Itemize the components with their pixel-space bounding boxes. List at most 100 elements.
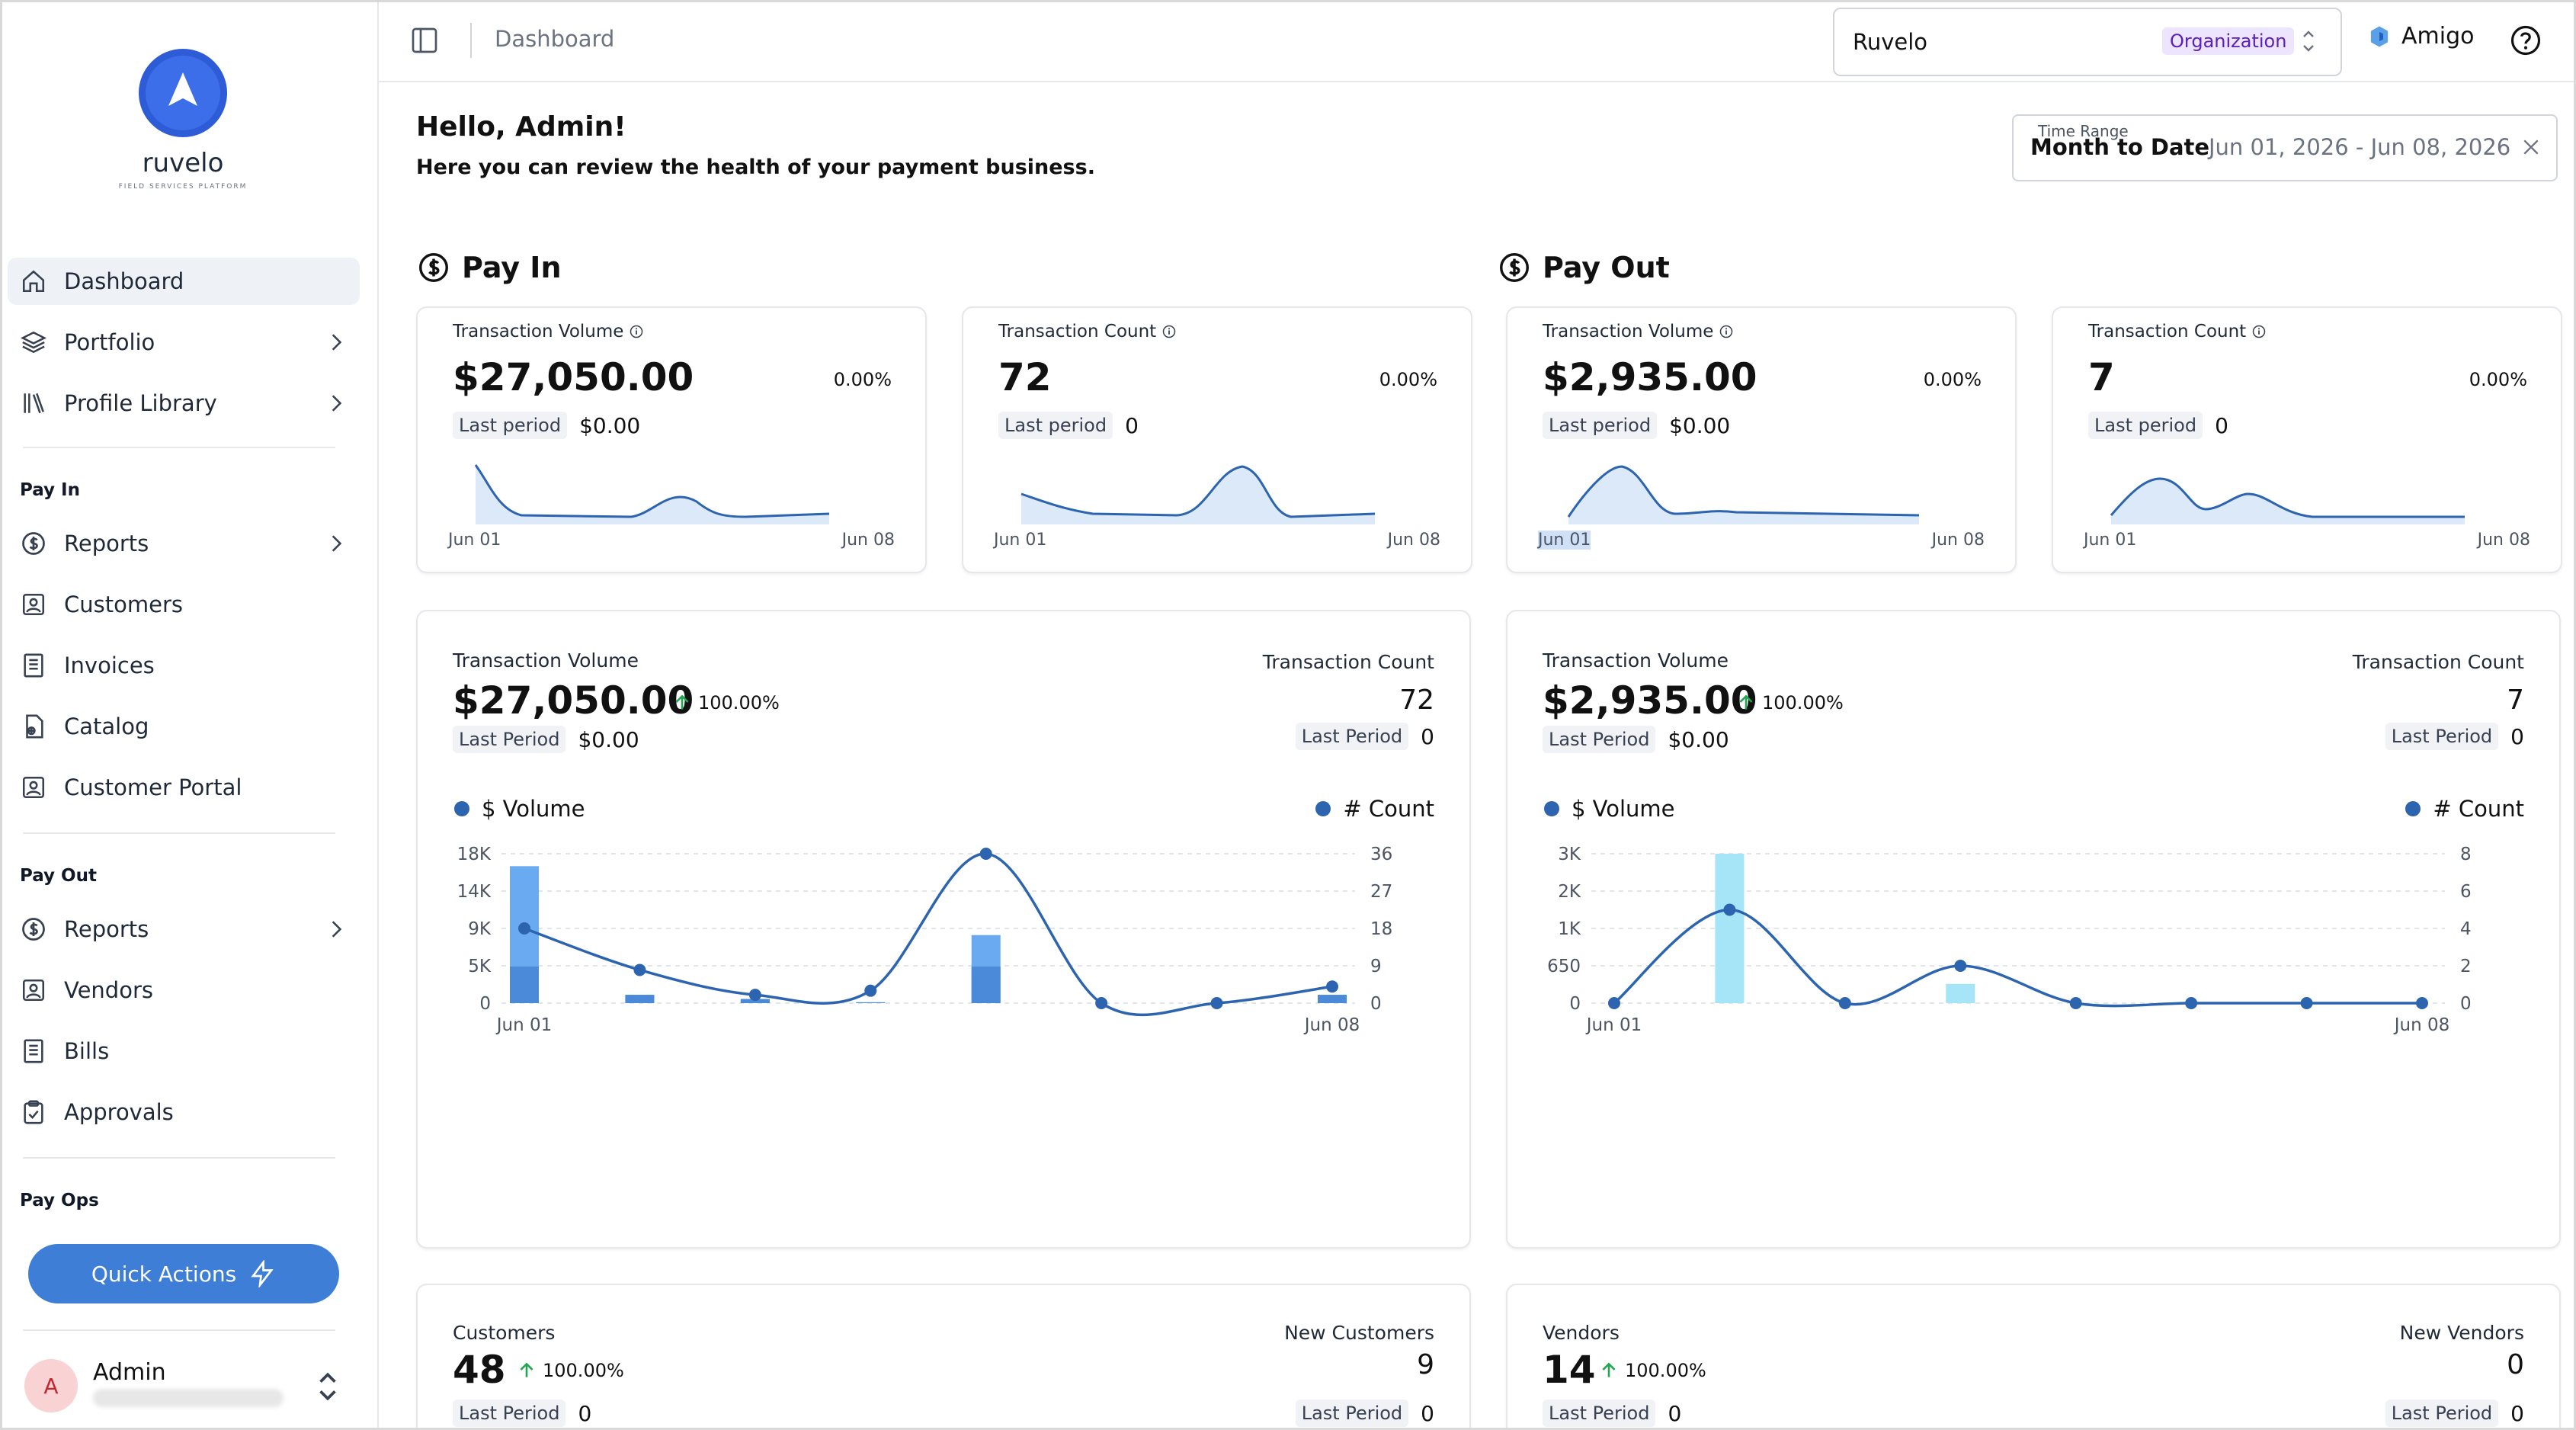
new-vendors-value: 0 [2507, 1349, 2524, 1380]
sidebar-item-label: Dashboard [64, 268, 184, 294]
y-right-tick-label: 36 [1370, 845, 1392, 864]
vendors-title: Vendors [1543, 1322, 1620, 1344]
sidebar-item-customers[interactable]: Customers [8, 581, 360, 628]
overview-volume-title: Transaction Volume [1543, 649, 1729, 672]
y-left-tick-label: 1K [1558, 919, 1581, 939]
close-icon[interactable] [2521, 137, 2541, 157]
arrow-logo-icon [168, 72, 197, 106]
y-right-tick-label: 4 [2460, 919, 2472, 939]
avatar[interactable]: A [24, 1359, 78, 1412]
breadcrumb[interactable]: Dashboard [495, 26, 615, 52]
bar-segment [1318, 995, 1347, 1003]
sidebar-item-catalog[interactable]: Catalog [8, 703, 360, 750]
x-tick-label: Jun 08 [2393, 1015, 2450, 1035]
sidebar-item-bills[interactable]: Bills [8, 1028, 360, 1075]
overview-count-last-period: Last Period 0 [1295, 723, 1434, 750]
metric-last-period: Last period $0.00 [1543, 412, 1730, 439]
organization-select[interactable]: Ruvelo Organization [1833, 8, 2342, 76]
combo-chart-pay-out[interactable]: 0 0 650 2 1K 4 2K 6 3K 8 Jun 01 Jun 08 [1507, 825, 2559, 1035]
quick-actions-button[interactable]: Quick Actions [28, 1244, 339, 1303]
contact-icon [18, 589, 49, 620]
growth-indicator: 100.00% [672, 692, 780, 713]
portal-icon [18, 772, 49, 803]
sidebar-item-profile-library[interactable]: Profile Library [8, 380, 360, 427]
info-icon [1720, 325, 1733, 338]
bar-segment [856, 1002, 886, 1003]
metric-card-payin-count[interactable]: Transaction Count 72 0.00% Last period 0 … [962, 306, 1472, 573]
overview-count-value: 72 [1399, 685, 1434, 716]
sidebar-toggle-icon[interactable] [409, 25, 440, 56]
sparkline-chart [2110, 477, 2465, 524]
legend-count[interactable]: # Count [2405, 796, 2524, 822]
legend-dot [454, 801, 469, 816]
time-range-label: Time Range [2033, 122, 2133, 140]
brand-name: ruvelo [142, 148, 224, 178]
legend-volume[interactable]: $ Volume [454, 796, 585, 822]
sidebar-item-approvals[interactable]: Approvals [8, 1089, 360, 1136]
customers-value: 48 [453, 1348, 506, 1392]
account-switcher[interactable]: Amigo [2368, 23, 2474, 50]
org-name: Ruvelo [1853, 29, 1928, 55]
bar-segment [625, 995, 655, 1003]
y-left-tick-label: 5K [468, 957, 492, 976]
sidebar-item-dashboard[interactable]: Dashboard [8, 258, 360, 305]
bar [1715, 854, 1745, 1003]
sidebar-item-label: Vendors [64, 977, 153, 1003]
metric-value: 7 [2088, 355, 2115, 399]
sidebar-item-payout-reports[interactable]: Reports [8, 906, 360, 953]
layers-icon [18, 327, 49, 358]
time-range-picker[interactable]: Time Range Month to Date Jun 01, 2026 - … [2012, 114, 2558, 181]
sidebar-item-customer-portal[interactable]: Customer Portal [8, 764, 360, 811]
metric-value: 72 [998, 355, 1052, 399]
overview-volume-title: Transaction Volume [453, 649, 639, 672]
chevron-up-down-icon [2303, 30, 2314, 52]
legend-count[interactable]: # Count [1315, 796, 1434, 822]
count-point [2069, 997, 2082, 1009]
legend-volume[interactable]: $ Volume [1544, 796, 1675, 822]
sidebar-item-portfolio[interactable]: Portfolio [8, 319, 360, 366]
metric-title: Transaction Volume [1543, 322, 1733, 341]
help-icon[interactable] [2510, 24, 2542, 56]
brand-tagline: FIELD SERVICES PLATFORM [118, 183, 248, 191]
metric-card-payout-volume[interactable]: Transaction Volume $2,935.00 0.00% Last … [1506, 306, 2017, 573]
quick-actions-label: Quick Actions [91, 1261, 237, 1287]
count-point [518, 922, 530, 935]
sidebar-item-vendors[interactable]: Vendors [8, 967, 360, 1014]
vendors-card: Vendors New Vendors 14 100.00% 0 Last Pe… [1506, 1284, 2561, 1430]
metric-card-payout-count[interactable]: Transaction Count 7 0.00% Last period 0 J… [2052, 306, 2562, 573]
account-name: Amigo [2401, 23, 2475, 50]
time-range-preset: Month to Date [2030, 134, 2210, 160]
contact-icon [18, 975, 49, 1005]
count-point [633, 963, 646, 976]
info-icon [630, 325, 643, 338]
section-heading-pay-ops: Pay Ops [20, 1191, 99, 1210]
count-line [524, 852, 1333, 1017]
y-right-tick-label: 0 [1370, 994, 1382, 1014]
sidebar-item-label: Invoices [64, 652, 155, 678]
sidebar-item-label: Reports [64, 531, 149, 556]
x-tick-label: Jun 01 [495, 1015, 553, 1035]
info-icon [1162, 325, 1176, 338]
sidebar-item-payin-reports[interactable]: Reports [8, 520, 360, 567]
sparkline-chart [474, 464, 830, 524]
sidebar-item-label: Portfolio [64, 329, 155, 355]
sparkline-start-label: Jun 01 [994, 531, 1047, 550]
topbar-separator [470, 23, 472, 58]
chevron-up-down-icon[interactable] [312, 1370, 343, 1403]
sidebar-item-invoices[interactable]: Invoices [8, 642, 360, 689]
vendors-value: 14 [1543, 1348, 1596, 1392]
count-point [1326, 980, 1338, 993]
sidebar-divider [23, 1157, 335, 1159]
new-vendors-last-period: Last Period 0 [2385, 1400, 2524, 1427]
count-point [1954, 960, 1967, 972]
overview-count-value: 7 [2507, 685, 2524, 716]
metric-card-payin-volume[interactable]: Transaction Volume $27,050.00 0.00% Last… [416, 306, 927, 573]
x-tick-label: Jun 01 [1585, 1015, 1642, 1035]
overview-last-period: Last Period $0.00 [1543, 726, 1729, 753]
info-icon [2252, 325, 2266, 338]
new-customers-last-period: Last Period 0 [1295, 1400, 1434, 1427]
y-right-tick-label: 27 [1370, 882, 1392, 902]
metric-title: Transaction Count [2088, 322, 2266, 341]
combo-chart-pay-in[interactable]: 0 0 5K 9 9K 18 14K 27 18K 36 Jun 01 Jun 08 [418, 825, 1469, 1035]
overview-count-last-period: Last Period 0 [2385, 723, 2524, 750]
